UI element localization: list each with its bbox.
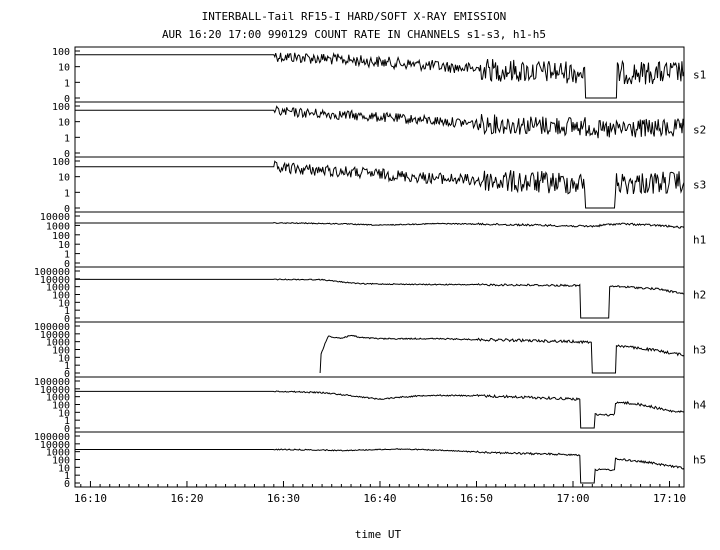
x-tick-label: 16:10	[74, 492, 107, 505]
x-tick-label: 16:50	[460, 492, 493, 505]
series-line-s3	[75, 160, 685, 209]
chart-subtitle: AUR 16:20 17:00 990129 COUNT RATE IN CHA…	[162, 28, 546, 41]
y-tick-label-s2: 100	[52, 102, 70, 113]
y-tick-label-h4: 1	[64, 416, 70, 427]
y-tick-label-h1: 10000	[40, 212, 70, 223]
panel-label-h2: h2	[693, 289, 706, 302]
x-tick-label: 16:30	[267, 492, 300, 505]
series-line-s2	[75, 105, 685, 139]
x-axis: 16:10 16:20 16:30 16:40 16:50 17:00 17:10	[74, 481, 686, 505]
y-tick-label-s3: 100	[52, 157, 70, 168]
panel-label-h4: h4	[693, 399, 707, 412]
x-tick-label: 16:40	[363, 492, 396, 505]
y-tick-label-h5: 1	[64, 471, 70, 482]
panel-frame-h5	[74, 431, 685, 488]
y-tick-label-s3: 1	[64, 188, 70, 199]
y-tick-label-s2: 1	[64, 133, 70, 144]
series-line-s1	[75, 52, 685, 99]
series-line-h2	[75, 278, 685, 319]
y-tick-label-h1: 10	[58, 240, 70, 251]
y-tick-label-h3: 0	[64, 369, 70, 380]
panel-label-h5: h5	[693, 454, 706, 467]
panel-label-s2: s2	[693, 124, 706, 137]
series-line-h3	[319, 334, 685, 374]
y-tick-label-h3: 1	[64, 361, 70, 372]
y-tick-label-h2: 1000	[46, 283, 70, 294]
y-tick-label-h2: 100000	[34, 267, 70, 278]
y-tick-label-s2: 0	[64, 149, 70, 160]
chart-title: INTERBALL-Tail RF15-I HARD/SOFT X-RAY EM…	[202, 10, 507, 23]
y-tick-label-h4: 1000	[46, 393, 70, 404]
panel-s3: 0 1 10 100 s3	[52, 156, 706, 215]
panel-s1: 0 1 10 100 s1	[52, 46, 706, 105]
panel-frame-h1	[74, 211, 685, 268]
y-tick-label-h1: 1000	[46, 221, 70, 232]
y-tick-label-s3: 10	[58, 173, 70, 184]
y-tick-label-h1: 100	[52, 231, 70, 242]
y-tick-label-s1: 1	[64, 78, 70, 89]
panel-frame-s3	[74, 156, 685, 213]
panel-label-h1: h1	[693, 234, 706, 247]
y-tick-label-s1: 10	[58, 63, 70, 74]
panel-label-h3: h3	[693, 344, 706, 357]
panel-frame-s1	[74, 46, 685, 103]
y-tick-label-h4: 100000	[34, 377, 70, 388]
y-tick-label-h3: 100	[52, 346, 70, 357]
y-tick-label-s3: 0	[64, 204, 70, 215]
y-tick-label-h2: 10000	[40, 275, 70, 286]
panel-label-s1: s1	[693, 69, 706, 82]
y-tick-label-h4: 10000	[40, 385, 70, 396]
series-line-h1	[75, 221, 685, 229]
y-tick-label-s1: 100	[52, 47, 70, 58]
series-line-h4	[75, 390, 685, 429]
y-tick-label-h5: 10000	[40, 440, 70, 451]
y-tick-label-s1: 0	[64, 94, 70, 105]
x-tick-label: 17:10	[653, 492, 686, 505]
y-tick-label-h4: 10	[58, 408, 70, 419]
y-tick-label-h3: 1000	[46, 338, 70, 349]
y-tick-label-h2: 10	[58, 298, 70, 309]
y-tick-label-h2: 100	[52, 291, 70, 302]
panel-frame-h2	[74, 266, 685, 323]
y-tick-label-h5: 1000	[46, 448, 70, 459]
y-tick-label-h3: 10000	[40, 330, 70, 341]
y-tick-label-h5: 10	[58, 463, 70, 474]
panel-label-s3: s3	[693, 179, 706, 192]
panel-frame-h4	[74, 376, 685, 433]
x-tick-label: 17:00	[556, 492, 589, 505]
y-tick-label-h3: 10	[58, 353, 70, 364]
y-tick-label-h2: 1	[64, 306, 70, 317]
y-tick-label-s2: 10	[58, 118, 70, 129]
y-tick-label-h5: 100000	[34, 432, 70, 443]
x-tick-label: 16:20	[170, 492, 203, 505]
series-line-h5	[75, 448, 685, 484]
panels-group: 0110100s10110100s20110100s30110100100010…	[34, 46, 707, 490]
y-tick-label-h4: 0	[64, 424, 70, 435]
x-axis-label: time UT	[355, 528, 402, 541]
y-tick-label-h3: 100000	[34, 322, 70, 333]
y-tick-label-h4: 100	[52, 401, 70, 412]
y-tick-label-h2: 0	[64, 314, 70, 325]
y-tick-label-h5: 100	[52, 456, 70, 467]
y-tick-label-h1: 1	[64, 250, 70, 261]
y-tick-label-h5: 0	[64, 479, 70, 490]
y-tick-label-h1: 0	[64, 259, 70, 270]
panel-s2: 0 1 10 100 s2	[52, 101, 706, 160]
